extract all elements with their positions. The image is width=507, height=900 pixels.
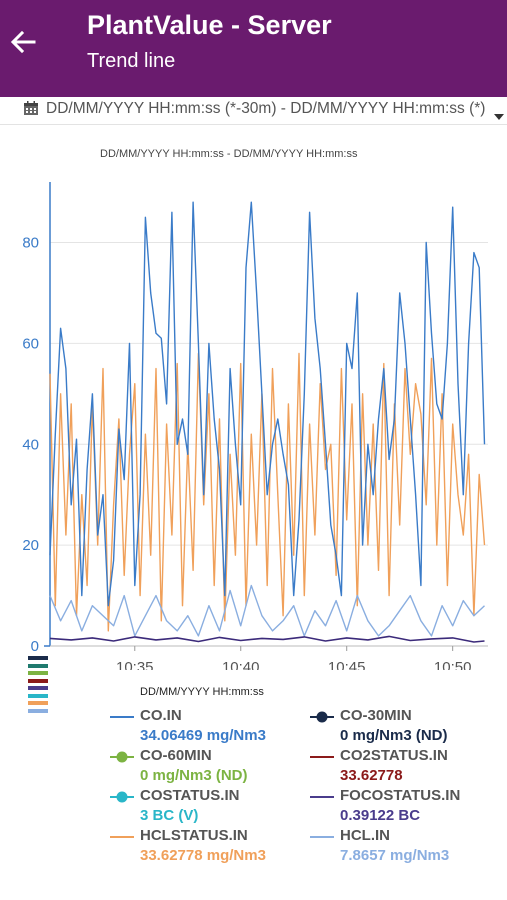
legend-series-value: 34.06469 mg/Nm3 — [140, 727, 266, 744]
y-tick-label: 40 — [22, 436, 39, 453]
legend-item-hclstatus-in[interactable]: HCLSTATUS.IN 33.62778 mg/Nm3 — [110, 827, 310, 867]
legend-swatch — [28, 693, 48, 698]
legend-swatch — [28, 656, 48, 660]
app-title: PlantValue - Server — [87, 10, 332, 40]
legend-dot-line-marker — [310, 711, 334, 723]
legend-item-co-30min[interactable]: CO-30MIN 0 mg/Nm3 (ND) — [310, 707, 507, 747]
legend-series-name: COSTATUS.IN — [140, 787, 240, 804]
app-subtitle: Trend line — [87, 50, 176, 72]
legend-swatch — [28, 701, 48, 705]
legend-swatch — [28, 671, 48, 675]
trend-chart[interactable]: 0 20 40 60 80 10:35 10:40 10:45 10:50 — [0, 170, 507, 676]
legend-dot-line-marker — [110, 791, 134, 803]
legend-line-marker — [110, 836, 134, 838]
legend-series-name: CO-60MIN — [140, 747, 212, 764]
legend-series-name: FOCOSTATUS.IN — [340, 787, 461, 804]
legend-series-value: 33.62778 — [340, 767, 403, 784]
legend-series-name: CO-30MIN — [340, 707, 412, 724]
x-tick-label: 10:40 — [222, 659, 260, 670]
legend-swatch — [28, 678, 48, 683]
legend-line-marker — [310, 836, 334, 838]
x-tick-label: 10:45 — [328, 659, 366, 670]
legend-line-marker — [310, 796, 334, 798]
legend-series-name: CO2STATUS.IN — [340, 747, 448, 764]
x-tick-label: 10:35 — [116, 659, 154, 670]
legend-item-hcl-in[interactable]: HCL.IN 7.8657 mg/Nm3 — [310, 827, 507, 867]
date-range-text: DD/MM/YYYY HH:mm:ss (*-30m) - DD/MM/YYYY… — [46, 100, 486, 117]
legend-item-co2status-in[interactable]: CO2STATUS.IN 33.62778 — [310, 747, 507, 787]
calendar-icon — [23, 100, 39, 121]
series-line-hclstatus-in — [49, 352, 486, 632]
legend-item-focostatus-in[interactable]: FOCOSTATUS.IN 0.39122 BC — [310, 787, 507, 827]
legend-item-co-in[interactable]: CO.IN 34.06469 mg/Nm3 — [110, 707, 310, 747]
legend-series-name: HCL.IN — [340, 827, 390, 844]
legend-series-value: 3 BC (V) — [140, 807, 199, 824]
y-tick-label: 80 — [22, 235, 39, 252]
legend-series-name: CO.IN — [140, 707, 182, 724]
y-tick-label: 60 — [22, 335, 39, 352]
legend-series-name: HCLSTATUS.IN — [140, 827, 248, 844]
legend-swatch — [28, 708, 48, 713]
dropdown-triangle-icon[interactable] — [494, 107, 504, 125]
legend-swatch — [28, 663, 48, 668]
series-line-co-in — [49, 201, 486, 607]
legend-series-value: 0 mg/Nm3 (ND) — [140, 767, 248, 784]
legend-series-value: 7.8657 mg/Nm3 — [340, 847, 450, 864]
legend-item-co-60min[interactable]: CO-60MIN 0 mg/Nm3 (ND) — [110, 747, 310, 787]
series-line-hcl-in — [49, 584, 485, 637]
x-tick-label: 10:50 — [434, 659, 472, 670]
legend-series-value: 33.62778 mg/Nm3 — [140, 847, 266, 864]
legend-dot-line-marker — [110, 751, 134, 763]
legend-swatch-stack — [28, 656, 50, 716]
legend-item-costatus-in[interactable]: COSTATUS.IN 3 BC (V) — [110, 787, 310, 827]
legend-line-marker — [310, 756, 334, 758]
date-range-selector[interactable]: DD/MM/YYYY HH:mm:ss (*-30m) - DD/MM/YYYY… — [0, 97, 507, 125]
chart-title: DD/MM/YYYY HH:mm:ss - DD/MM/YYYY HH:mm:s… — [100, 148, 358, 160]
app-bar: PlantValue - Server Trend line — [0, 0, 507, 97]
series-line-focostatus-in — [49, 635, 485, 643]
legend-swatch — [28, 686, 48, 690]
y-tick-label: 20 — [22, 537, 39, 554]
legend-line-marker — [110, 716, 134, 718]
legend-series-value: 0.39122 BC — [340, 807, 421, 824]
trend-chart-svg: 0 20 40 60 80 10:35 10:40 10:45 10:50 — [22, 182, 488, 676]
y-tick-label: 0 — [31, 638, 39, 655]
x-axis-caption: DD/MM/YYYY HH:mm:ss — [140, 686, 264, 698]
back-arrow-icon[interactable] — [6, 24, 42, 60]
legend-series-value: 0 mg/Nm3 (ND) — [340, 727, 448, 744]
